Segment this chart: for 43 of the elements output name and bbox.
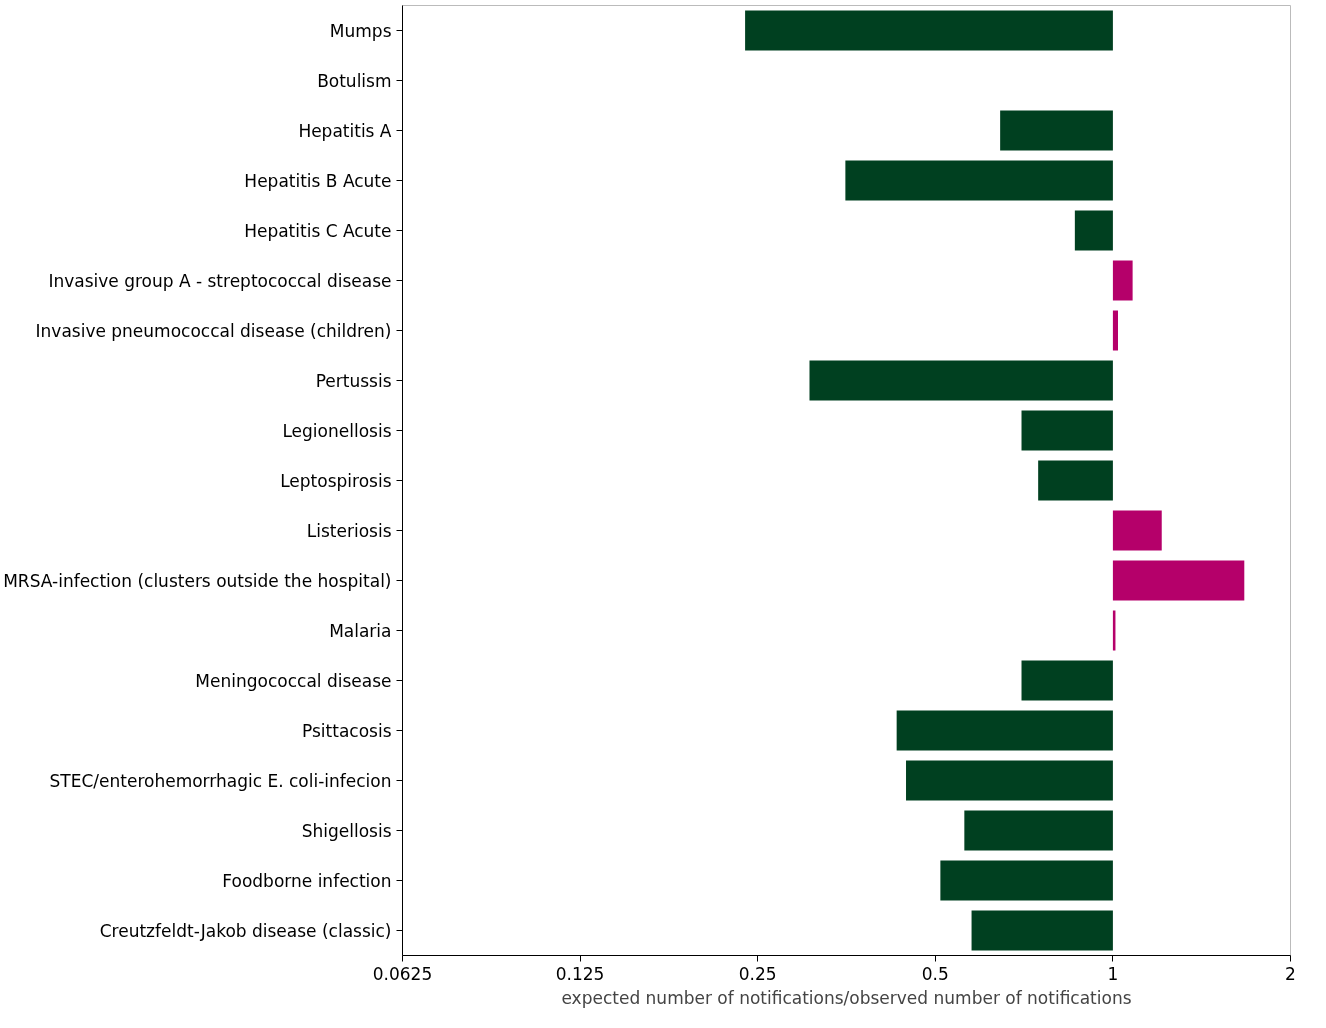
bar bbox=[964, 810, 1113, 851]
bar bbox=[1112, 310, 1118, 351]
bar bbox=[845, 160, 1113, 201]
y-tick-label: STEC/enterohemorrhagic E. coli-infecion bbox=[49, 770, 392, 791]
bar bbox=[809, 360, 1113, 401]
bar bbox=[1000, 110, 1113, 151]
bar bbox=[1112, 560, 1245, 601]
bar bbox=[745, 10, 1113, 51]
y-tick-label: Hepatitis A bbox=[298, 120, 392, 141]
bar bbox=[1112, 510, 1162, 551]
y-tick-label: MRSA-infection (clusters outside the hospital) bbox=[3, 570, 392, 591]
x-tick-label: 0.25 bbox=[738, 963, 777, 984]
y-tick-label: Malaria bbox=[329, 620, 392, 641]
y-tick-label: Botulism bbox=[317, 70, 392, 91]
bar bbox=[1021, 660, 1113, 701]
y-tick-label: Legionellosis bbox=[282, 420, 392, 441]
bar bbox=[906, 760, 1113, 801]
x-tick-label: 0.5 bbox=[921, 963, 949, 984]
bar bbox=[1074, 210, 1113, 251]
bar bbox=[1021, 410, 1113, 451]
y-tick-label: Invasive group A - streptococcal disease bbox=[48, 270, 392, 291]
y-tick-label: Mumps bbox=[329, 20, 392, 41]
bar bbox=[1038, 460, 1113, 501]
y-tick-label: Pertussis bbox=[315, 370, 392, 391]
y-tick-label: Creutzfeldt-Jakob disease (classic) bbox=[99, 920, 392, 941]
y-tick-label: Hepatitis C Acute bbox=[244, 220, 392, 241]
y-tick-label: Leptospirosis bbox=[280, 470, 392, 491]
x-tick-label: 0.125 bbox=[555, 963, 605, 984]
y-tick-label: Hepatitis B Acute bbox=[244, 170, 392, 191]
x-tick-label: 0.0625 bbox=[372, 963, 433, 984]
y-tick-label: Listeriosis bbox=[306, 520, 392, 541]
y-tick-label: Invasive pneumococcal disease (children) bbox=[35, 320, 392, 341]
y-tick-label: Meningococcal disease bbox=[195, 670, 392, 691]
y-tick-label: Foodborne infection bbox=[222, 870, 392, 891]
y-tick-label: Shigellosis bbox=[301, 820, 392, 841]
bar bbox=[896, 710, 1113, 751]
x-tick-label: 2 bbox=[1285, 963, 1296, 984]
x-tick-label: 1 bbox=[1107, 963, 1119, 984]
x-axis-title: expected number of notifications/observed number of notifications bbox=[561, 987, 1132, 1008]
bar bbox=[1112, 260, 1133, 301]
bar bbox=[971, 910, 1113, 951]
bar bbox=[940, 860, 1113, 901]
y-tick-label: Psittacosis bbox=[302, 720, 392, 741]
